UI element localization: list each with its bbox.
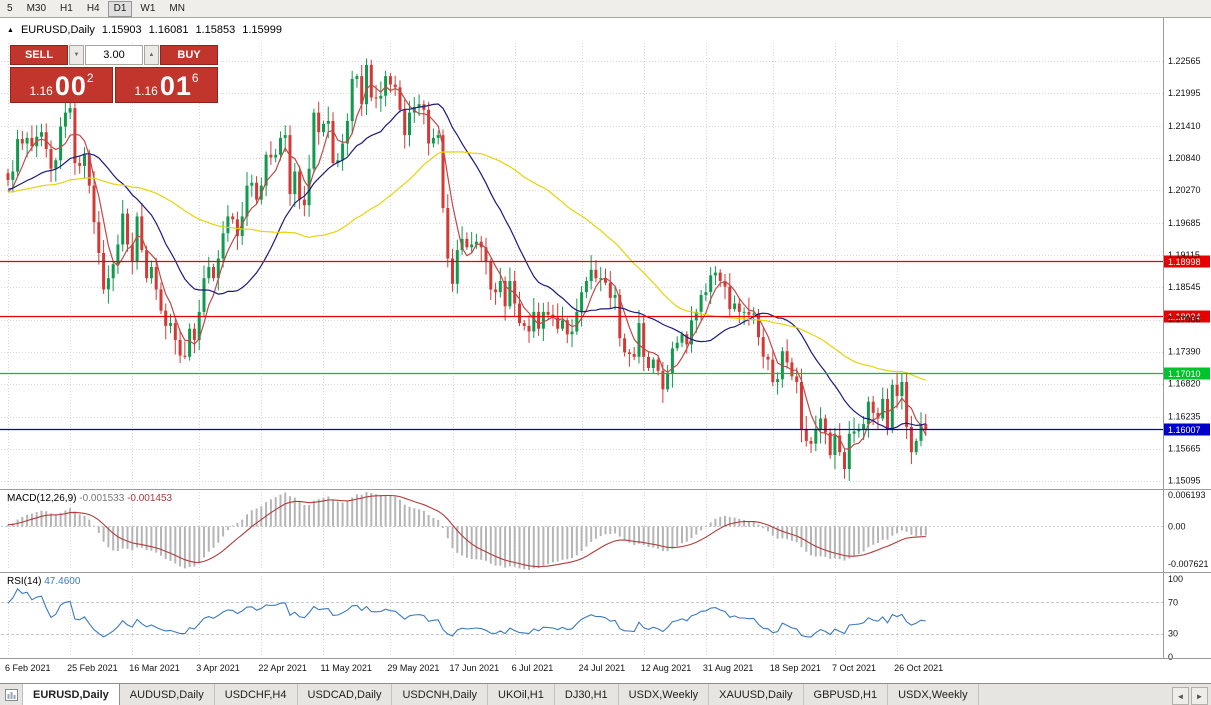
- chart-canvas[interactable]: 1.18998 1.18024 1.17010 1.16007 1.22565 1.219…: [0, 18, 1211, 683]
- svg-text:29 May 2021: 29 May 2021: [387, 663, 439, 673]
- svg-text:11 May 2021: 11 May 2021: [320, 663, 371, 673]
- svg-text:1.19115: 1.19115: [1168, 250, 1200, 260]
- bid-price-big-digits: 00: [54, 71, 87, 101]
- timeframe-button-D1[interactable]: D1: [107, 0, 133, 17]
- svg-text:1.21995: 1.21995: [1168, 88, 1201, 98]
- candles: [6, 58, 928, 481]
- tab-3-usdcad-daily[interactable]: USDCAD,Daily: [298, 684, 393, 705]
- ask-price-pip-digit: 6: [191, 71, 199, 85]
- timeframe-toolbar: 5 M30 H1 H4 D1 W1 MN: [0, 0, 1211, 18]
- svg-text:1.20840: 1.20840: [1168, 153, 1201, 163]
- tab-scroll-controls: ◄ ►: [1172, 687, 1208, 705]
- tab-6-dj30-h1[interactable]: DJ30,H1: [555, 684, 619, 705]
- svg-text:6 Feb 2021: 6 Feb 2021: [5, 663, 51, 673]
- timeframe-button-H1[interactable]: H1: [60, 2, 73, 14]
- chart-window: 1.18998 1.18024 1.17010 1.16007 1.22565 1.219…: [0, 18, 1211, 683]
- chart-tab-bar: EURUSD,Daily AUDUSD,Daily USDCHF,H4 USDCAD,…: [0, 683, 1211, 705]
- volume-decrease-button[interactable]: ▼: [69, 45, 84, 65]
- svg-text:1.18024: 1.18024: [1168, 312, 1201, 322]
- tab-1-audusd-daily[interactable]: AUDUSD,Daily: [120, 684, 215, 705]
- rsi-line: [7, 588, 926, 638]
- sell-button[interactable]: SELL: [10, 45, 68, 65]
- ask-price-big-digits: 01: [159, 71, 192, 101]
- ma-slow-line: [7, 151, 927, 381]
- tab-2-usdchf-h4[interactable]: USDCHF,H4: [215, 684, 298, 705]
- svg-text:24 Jul 2021: 24 Jul 2021: [579, 663, 626, 673]
- tab-8-xauusd-daily[interactable]: XAUUSD,Daily: [709, 684, 804, 705]
- timeframe-button-5[interactable]: 5: [7, 2, 13, 14]
- timeframe-button-M30[interactable]: M30: [26, 2, 47, 14]
- svg-text:12 Aug 2021: 12 Aug 2021: [641, 663, 692, 673]
- svg-text:100: 100: [1168, 574, 1183, 584]
- chart-icon-glyph: [4, 689, 18, 701]
- svg-text:17 Jun 2021: 17 Jun 2021: [450, 663, 500, 673]
- tab-5-ukoil-h1[interactable]: UKOil,H1: [488, 684, 555, 705]
- svg-text:6 Jul 2021: 6 Jul 2021: [512, 663, 554, 673]
- svg-text:70: 70: [1168, 597, 1178, 607]
- timeframe-button-H4[interactable]: H4: [86, 2, 100, 14]
- svg-text:26 Oct 2021: 26 Oct 2021: [894, 663, 943, 673]
- svg-text:1.17010: 1.17010: [1168, 369, 1201, 379]
- ask-price-display: 1.16 01 6: [115, 67, 218, 103]
- svg-text:-0.007621: -0.007621: [1168, 559, 1209, 569]
- hline-tag-1.17010: 1.17010: [1164, 367, 1210, 380]
- svg-text:1.19685: 1.19685: [1168, 218, 1201, 228]
- tab-scroll-left-icon[interactable]: ◄: [1172, 687, 1189, 705]
- tab-10-usdx-weekly[interactable]: USDX,Weekly: [888, 684, 979, 705]
- svg-text:1.17960: 1.17960: [1168, 315, 1201, 325]
- svg-text:1.20270: 1.20270: [1168, 185, 1201, 195]
- svg-text:1.18545: 1.18545: [1168, 282, 1201, 292]
- svg-text:18 Sep 2021: 18 Sep 2021: [770, 663, 821, 673]
- svg-text:30: 30: [1168, 629, 1178, 639]
- chart-icon[interactable]: [0, 684, 23, 705]
- bid-price-pip-digit: 2: [86, 71, 94, 85]
- tab-0-eurusd-daily[interactable]: EURUSD,Daily: [23, 684, 120, 705]
- hline-tag-1.18024: 1.18024: [1164, 310, 1210, 323]
- macd-histogram: [7, 492, 927, 570]
- tab-4-usdcnh-daily[interactable]: USDCNH,Daily: [392, 684, 489, 705]
- bid-price-prefix: 1.16: [29, 84, 53, 98]
- tab-9-gbpusd-h1[interactable]: GBPUSD,H1: [804, 684, 889, 705]
- svg-text:16 Mar 2021: 16 Mar 2021: [129, 663, 180, 673]
- bid-price-display: 1.16 00 2: [10, 67, 113, 103]
- svg-text:1.16820: 1.16820: [1168, 379, 1201, 389]
- volume-input[interactable]: 3.00: [85, 45, 143, 65]
- macd-signal-line: [7, 494, 926, 568]
- timeframe-button-W1[interactable]: W1: [140, 2, 156, 14]
- svg-text:0.00: 0.00: [1168, 522, 1186, 532]
- volume-increase-button[interactable]: ▲: [144, 45, 159, 65]
- ask-price-prefix: 1.16: [134, 84, 158, 98]
- svg-text:1.16235: 1.16235: [1168, 412, 1201, 422]
- svg-text:1.16007: 1.16007: [1168, 425, 1201, 435]
- ma-fast-line: [7, 83, 927, 450]
- svg-text:25 Feb 2021: 25 Feb 2021: [67, 663, 118, 673]
- buy-button[interactable]: BUY: [160, 45, 218, 65]
- svg-text:1.21410: 1.21410: [1168, 121, 1201, 131]
- svg-text:7 Oct 2021: 7 Oct 2021: [832, 663, 876, 673]
- svg-text:31 Aug 2021: 31 Aug 2021: [703, 663, 754, 673]
- svg-text:1.15095: 1.15095: [1168, 476, 1201, 486]
- tab-7-usdx-weekly[interactable]: USDX,Weekly: [619, 684, 710, 705]
- svg-text:1.17390: 1.17390: [1168, 347, 1201, 357]
- svg-text:0.006193: 0.006193: [1168, 490, 1206, 500]
- svg-text:1.22565: 1.22565: [1168, 56, 1201, 66]
- svg-text:3 Apr 2021: 3 Apr 2021: [196, 663, 240, 673]
- timeframe-button-MN[interactable]: MN: [169, 2, 185, 14]
- axis-labels: 1.22565 1.21995 1.21410 1.20840 1.20270 1.196…: [5, 56, 1209, 673]
- hline-tag-1.16007: 1.16007: [1164, 423, 1210, 436]
- chart-tabs: EURUSD,Daily AUDUSD,Daily USDCHF,H4 USDCAD,…: [23, 684, 979, 705]
- svg-text:1.18998: 1.18998: [1168, 257, 1201, 267]
- ma-medium-line: [7, 103, 926, 430]
- hline-tag-1.18998: 1.18998: [1164, 255, 1210, 268]
- svg-text:22 Apr 2021: 22 Apr 2021: [258, 663, 307, 673]
- one-click-trade-panel: SELL ▼ 3.00 ▲ BUY 1.16 00 2 1.16 01 6: [10, 45, 218, 103]
- svg-text:0: 0: [1168, 652, 1173, 662]
- tab-scroll-right-icon[interactable]: ►: [1191, 687, 1208, 705]
- svg-text:1.15665: 1.15665: [1168, 444, 1201, 454]
